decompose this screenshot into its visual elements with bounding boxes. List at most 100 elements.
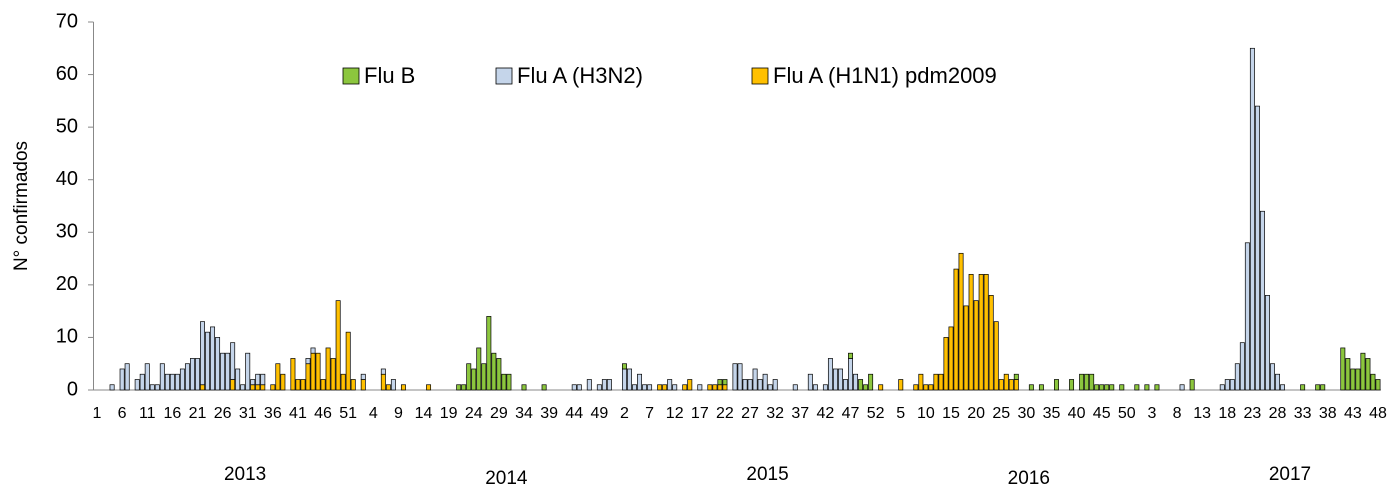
legend-label: Flu B: [364, 63, 415, 88]
bar: [943, 337, 949, 391]
bar: [240, 384, 246, 391]
legend-label: Flu A (H1N1) pdm2009: [773, 63, 997, 88]
bar: [139, 373, 145, 391]
x-tick-label: 8: [1173, 405, 1182, 422]
bar: [1234, 363, 1240, 391]
bar: [260, 373, 266, 386]
bar: [275, 363, 281, 391]
bar: [250, 379, 256, 386]
x-tick-label: 4: [369, 405, 378, 422]
x-tick-label: 40: [1068, 405, 1086, 422]
bar: [632, 384, 637, 391]
bar: [1179, 384, 1185, 391]
bar: [380, 368, 386, 375]
bar: [1350, 368, 1356, 391]
bar: [747, 379, 753, 391]
bar: [340, 373, 346, 391]
y-axis-title: N° confirmados: [11, 141, 32, 271]
bar: [1280, 384, 1286, 391]
bar: [988, 295, 994, 391]
bar: [1089, 373, 1095, 391]
bar: [637, 373, 643, 391]
year-label: 2016: [1008, 468, 1050, 489]
bar: [360, 373, 366, 380]
bar: [1144, 384, 1150, 391]
x-tick-label: 29: [490, 405, 508, 422]
bar: [722, 379, 728, 386]
bar: [400, 384, 406, 391]
bar: [200, 321, 205, 386]
bar: [963, 305, 969, 391]
bar: [426, 384, 432, 391]
bar: [496, 358, 502, 391]
bar: [230, 379, 236, 391]
bar: [1099, 384, 1105, 391]
bar: [657, 384, 663, 391]
bar: [953, 268, 959, 391]
x-tick-label: 41: [289, 405, 307, 422]
x-tick-label: 37: [791, 405, 809, 422]
bar: [159, 363, 165, 391]
bar: [898, 379, 904, 391]
bar: [622, 363, 627, 370]
bar: [933, 373, 939, 391]
bar: [149, 384, 155, 391]
bar: [1013, 379, 1019, 391]
bar: [571, 384, 577, 391]
bar: [647, 384, 653, 391]
bar: [807, 373, 813, 391]
bar: [230, 342, 236, 380]
bar: [310, 347, 316, 354]
bar: [1254, 105, 1260, 391]
bar: [843, 379, 848, 391]
bar: [345, 331, 351, 391]
bar: [1084, 373, 1090, 391]
bar: [622, 368, 627, 391]
bar: [1270, 363, 1275, 391]
bar: [993, 321, 999, 391]
x-tick-label: 12: [666, 405, 684, 422]
x-tick-label: 2: [620, 405, 629, 422]
y-tick-label: 50: [56, 115, 78, 137]
x-tick-label: 42: [817, 405, 835, 422]
bar: [752, 368, 758, 391]
bar: [642, 384, 648, 391]
x-tick-label: 34: [515, 405, 533, 422]
bar: [1244, 242, 1250, 391]
bar: [466, 363, 472, 391]
x-tick-label: 6: [118, 405, 127, 422]
x-tick-label: 49: [590, 405, 608, 422]
x-tick-label: 20: [967, 405, 985, 422]
bar: [983, 273, 989, 391]
x-tick-label: 17: [691, 405, 709, 422]
x-tick-label: 28: [1269, 405, 1287, 422]
bar: [1119, 384, 1125, 391]
bar: [380, 373, 386, 391]
bar: [506, 373, 512, 391]
year-label: 2017: [1269, 464, 1311, 485]
bar: [848, 352, 853, 359]
bar: [225, 352, 231, 391]
bar: [154, 384, 160, 391]
bar: [601, 379, 607, 391]
bar: [385, 384, 391, 391]
y-tick-label: 20: [56, 273, 78, 295]
bar: [958, 252, 964, 391]
x-tick-label: 39: [540, 405, 558, 422]
bar: [627, 368, 632, 391]
x-tick-label: 7: [645, 405, 654, 422]
bar: [1189, 379, 1195, 391]
x-tick-label: 13: [1193, 405, 1211, 422]
bar: [868, 373, 874, 391]
bar: [858, 379, 864, 391]
bar: [1360, 352, 1366, 391]
bar: [838, 368, 843, 391]
bar: [541, 384, 547, 391]
bar: [169, 373, 175, 391]
bar: [812, 384, 818, 391]
bar: [390, 379, 396, 391]
bar: [174, 373, 180, 391]
bar: [1154, 384, 1160, 391]
bar: [863, 384, 869, 391]
